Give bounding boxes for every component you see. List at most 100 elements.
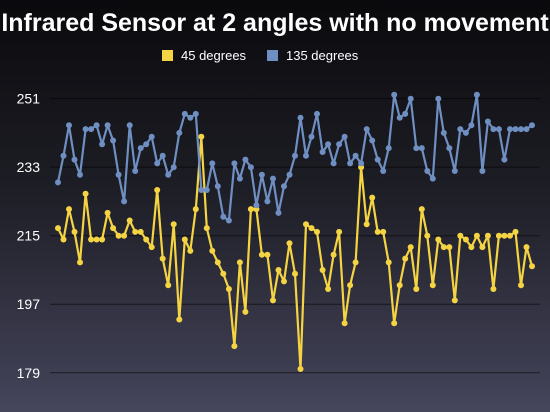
data-point xyxy=(336,228,343,235)
data-point xyxy=(71,228,78,235)
data-point xyxy=(352,259,359,266)
data-point xyxy=(347,160,354,167)
data-point xyxy=(270,175,276,182)
data-point xyxy=(187,247,194,254)
data-point xyxy=(165,171,172,178)
data-point xyxy=(181,110,188,117)
data-point xyxy=(396,114,403,121)
data-point xyxy=(462,129,469,136)
data-point xyxy=(281,183,287,190)
data-point xyxy=(242,156,249,163)
data-point xyxy=(236,175,243,182)
data-point xyxy=(231,343,238,350)
data-point xyxy=(490,286,497,292)
data-point xyxy=(308,133,315,140)
data-point xyxy=(413,286,420,292)
series-45-degrees xyxy=(55,133,535,372)
data-point xyxy=(242,308,249,315)
data-point xyxy=(435,236,442,243)
data-point xyxy=(99,236,106,243)
data-point xyxy=(429,282,436,289)
data-point xyxy=(385,145,392,152)
legend: 45 degrees 135 degrees xyxy=(162,48,359,63)
data-point xyxy=(115,171,122,178)
series-line xyxy=(57,135,534,371)
data-point xyxy=(60,236,67,243)
data-point xyxy=(358,160,365,167)
data-point xyxy=(363,221,370,228)
data-point xyxy=(148,133,155,140)
data-point xyxy=(479,168,486,174)
data-point xyxy=(137,228,144,235)
data-point xyxy=(165,282,172,289)
data-point xyxy=(429,175,436,182)
data-point xyxy=(380,168,387,174)
data-point xyxy=(462,236,469,243)
gridlines xyxy=(50,98,540,374)
data-point xyxy=(181,236,188,243)
legend-label-135-degrees: 135 degrees xyxy=(286,48,359,63)
data-point xyxy=(451,168,458,174)
legend-swatch-45-degrees xyxy=(162,50,173,61)
data-point xyxy=(225,217,232,224)
data-point xyxy=(352,152,359,159)
data-point xyxy=(407,95,414,102)
data-point xyxy=(104,122,111,129)
data-point xyxy=(391,91,398,98)
data-point xyxy=(446,145,453,152)
data-point xyxy=(297,114,304,121)
data-point xyxy=(440,129,447,136)
data-point xyxy=(159,255,166,262)
data-point xyxy=(264,198,271,205)
data-point xyxy=(457,232,464,239)
data-point xyxy=(258,171,265,178)
data-point xyxy=(154,187,161,193)
data-point xyxy=(220,213,227,220)
data-point xyxy=(247,206,254,213)
data-point xyxy=(66,206,72,213)
chart-title: Infrared Sensor at 2 angles with no move… xyxy=(1,9,549,37)
data-point xyxy=(253,202,260,209)
data-point xyxy=(225,286,232,292)
data-point xyxy=(247,164,254,171)
data-point xyxy=(413,145,420,152)
data-point xyxy=(330,251,337,258)
data-point xyxy=(512,228,519,235)
data-point xyxy=(303,221,309,228)
data-point xyxy=(137,145,144,152)
y-axis: 179 197 215 233 251 xyxy=(17,91,41,381)
data-point xyxy=(203,187,210,193)
data-point xyxy=(490,126,497,133)
y-tick-label: 251 xyxy=(17,91,41,107)
data-point xyxy=(297,366,304,372)
data-point xyxy=(303,152,309,159)
data-point xyxy=(176,316,183,323)
data-point xyxy=(115,232,122,239)
data-point xyxy=(60,152,67,159)
y-tick-label: 233 xyxy=(17,159,41,175)
data-point xyxy=(126,122,133,129)
data-point xyxy=(93,236,100,243)
data-point xyxy=(264,251,271,258)
data-point xyxy=(523,126,530,133)
data-point xyxy=(518,282,524,289)
data-point xyxy=(523,244,530,251)
data-point xyxy=(187,114,194,121)
plot-area xyxy=(55,91,535,372)
series-135-degrees xyxy=(55,91,535,224)
data-point xyxy=(341,133,348,140)
data-point xyxy=(396,282,403,289)
data-point xyxy=(126,217,133,224)
data-point xyxy=(479,244,486,251)
data-point xyxy=(424,232,431,239)
data-point xyxy=(214,183,221,190)
data-point xyxy=(473,232,480,239)
data-point xyxy=(209,247,216,254)
data-point xyxy=(159,152,166,159)
data-point xyxy=(286,171,293,178)
data-point xyxy=(314,110,320,117)
data-point xyxy=(457,126,464,133)
data-point xyxy=(203,225,210,232)
data-point xyxy=(292,152,298,159)
